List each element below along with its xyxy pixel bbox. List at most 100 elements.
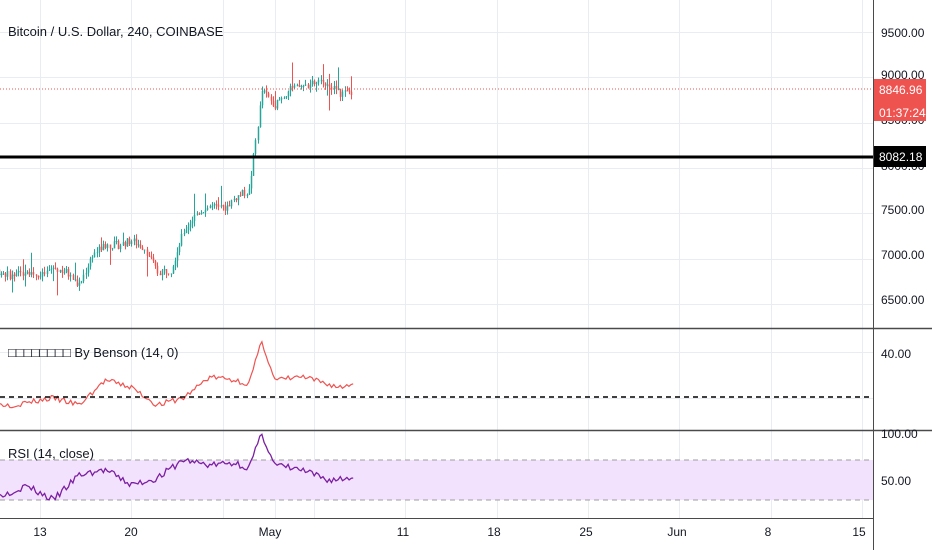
candle-body [46, 270, 49, 275]
candle-body [72, 274, 75, 280]
custom-indicator-line [0, 340, 354, 409]
candle-body [111, 248, 114, 250]
candle-body [344, 90, 347, 92]
candle-body [246, 194, 249, 196]
time-tick: 15 [852, 525, 866, 539]
candle-body [24, 273, 27, 276]
candle-body [339, 88, 342, 97]
candle-body [289, 86, 292, 92]
candle-body [52, 267, 55, 269]
candle-body [248, 188, 251, 195]
candle-body [148, 255, 151, 257]
candle-body [141, 247, 144, 250]
candle-body [126, 238, 129, 247]
candle-body [117, 241, 120, 249]
candle-body [159, 273, 162, 276]
price-tick: 7000.00 [881, 248, 925, 262]
candle-body [285, 96, 288, 98]
candle-body [317, 80, 320, 83]
candle-body [333, 85, 336, 90]
candle-body [146, 249, 149, 256]
candle-body [61, 269, 64, 273]
candle-body [350, 91, 353, 96]
candle-body [41, 272, 44, 277]
candle-body [102, 244, 105, 251]
time-tick: 8 [765, 525, 772, 539]
candle-body [239, 195, 242, 197]
candle-body [91, 257, 94, 259]
candle-body [50, 268, 53, 270]
rsi-label: RSI (14, close) [8, 446, 94, 461]
candle-body [202, 212, 205, 214]
candle-body [187, 226, 190, 230]
candle-body [139, 244, 142, 248]
candle-body [22, 271, 25, 276]
candle-body [259, 105, 262, 127]
candle-body [104, 244, 107, 248]
rsi-axis-tick: 50.00 [881, 474, 911, 488]
candle-body [254, 140, 257, 154]
candle-body [309, 84, 312, 88]
candle-body [265, 90, 268, 94]
candle-body [313, 80, 316, 85]
candle-body [87, 266, 90, 273]
candle-body [13, 274, 16, 277]
candle-body [124, 242, 127, 247]
candle-body [263, 90, 266, 92]
candle-body [237, 195, 240, 201]
candle-body [59, 269, 62, 272]
candle-body [113, 241, 116, 249]
candle-body [307, 84, 310, 88]
candle-body [291, 86, 294, 88]
candle-body [28, 271, 31, 275]
candle-body [4, 273, 7, 277]
candle-body [335, 85, 338, 89]
candle-body [326, 84, 329, 86]
candle-body [17, 271, 20, 273]
time-tick: May [259, 525, 282, 539]
candle-body [69, 274, 72, 277]
candle-body [74, 279, 77, 281]
candle-body [211, 205, 214, 207]
candle-body [341, 91, 344, 97]
candle-body [257, 126, 260, 141]
candle-body [100, 246, 103, 251]
candle-body [283, 97, 286, 99]
candle-body [9, 271, 12, 280]
candle-body [315, 82, 318, 85]
candle-body [180, 233, 183, 246]
candle-body [267, 93, 270, 97]
candle-body [98, 246, 101, 253]
candle-body [193, 214, 196, 222]
candle-body [135, 238, 138, 245]
candle-body [204, 209, 207, 213]
candle-body [32, 272, 35, 275]
candle-body [19, 271, 22, 273]
candle-body [235, 198, 238, 201]
candle-body [337, 88, 340, 90]
price-tick: 9000.00 [881, 68, 925, 82]
candle-body [174, 260, 177, 267]
candle-body [54, 267, 57, 269]
candle-body [63, 272, 66, 274]
candle-body [348, 90, 351, 92]
candle-body [243, 189, 246, 196]
candle-body [119, 245, 122, 249]
candle-body [128, 238, 131, 245]
candle-body [222, 205, 225, 207]
candle-body [130, 241, 133, 245]
candle-body [35, 274, 38, 276]
candle-body [346, 90, 349, 92]
candle-body [26, 271, 29, 274]
hline-price-badge [874, 146, 926, 167]
candle-body [196, 213, 199, 215]
candles [0, 62, 353, 296]
candle-body [213, 204, 216, 206]
candle-body [185, 229, 188, 234]
candle-body [30, 272, 33, 275]
candle-body [133, 238, 136, 242]
candle-body [106, 244, 109, 248]
candle-body [122, 242, 125, 246]
candle-body [78, 282, 81, 286]
